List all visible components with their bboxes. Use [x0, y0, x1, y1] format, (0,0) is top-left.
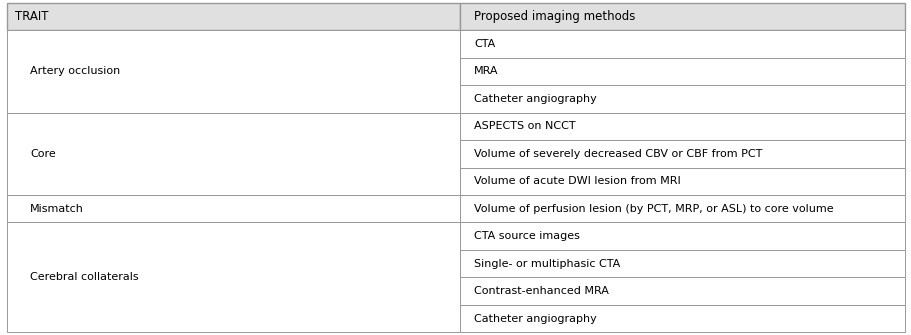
Bar: [460, 140, 904, 168]
Bar: [7, 195, 460, 222]
Bar: [460, 305, 904, 332]
Text: CTA source images: CTA source images: [474, 231, 579, 241]
Bar: [7, 222, 460, 332]
Text: Single- or multiphasic CTA: Single- or multiphasic CTA: [474, 259, 619, 269]
Text: Volume of acute DWI lesion from MRI: Volume of acute DWI lesion from MRI: [474, 176, 681, 186]
Text: Proposed imaging methods: Proposed imaging methods: [474, 10, 635, 23]
Bar: [460, 58, 904, 85]
Text: Core: Core: [30, 149, 56, 159]
Bar: [7, 3, 460, 30]
Bar: [460, 85, 904, 113]
Bar: [7, 30, 460, 113]
Text: Cerebral collaterals: Cerebral collaterals: [30, 272, 138, 282]
Text: ASPECTS on NCCT: ASPECTS on NCCT: [474, 121, 575, 131]
Text: MRA: MRA: [474, 66, 498, 76]
Bar: [460, 113, 904, 140]
Bar: [460, 222, 904, 250]
Bar: [460, 30, 904, 58]
Bar: [7, 113, 460, 195]
Bar: [460, 250, 904, 277]
Text: Volume of perfusion lesion (by PCT, MRP, or ASL) to core volume: Volume of perfusion lesion (by PCT, MRP,…: [474, 204, 833, 214]
Text: CTA: CTA: [474, 39, 495, 49]
Bar: [460, 3, 904, 30]
Text: Catheter angiography: Catheter angiography: [474, 94, 597, 104]
Text: Mismatch: Mismatch: [30, 204, 84, 214]
Text: Volume of severely decreased CBV or CBF from PCT: Volume of severely decreased CBV or CBF …: [474, 149, 762, 159]
Bar: [460, 277, 904, 305]
Text: Contrast-enhanced MRA: Contrast-enhanced MRA: [474, 286, 609, 296]
Text: Catheter angiography: Catheter angiography: [474, 314, 597, 324]
Bar: [460, 168, 904, 195]
Text: TRAIT: TRAIT: [15, 10, 48, 23]
Text: Artery occlusion: Artery occlusion: [30, 66, 120, 76]
Bar: [460, 195, 904, 222]
